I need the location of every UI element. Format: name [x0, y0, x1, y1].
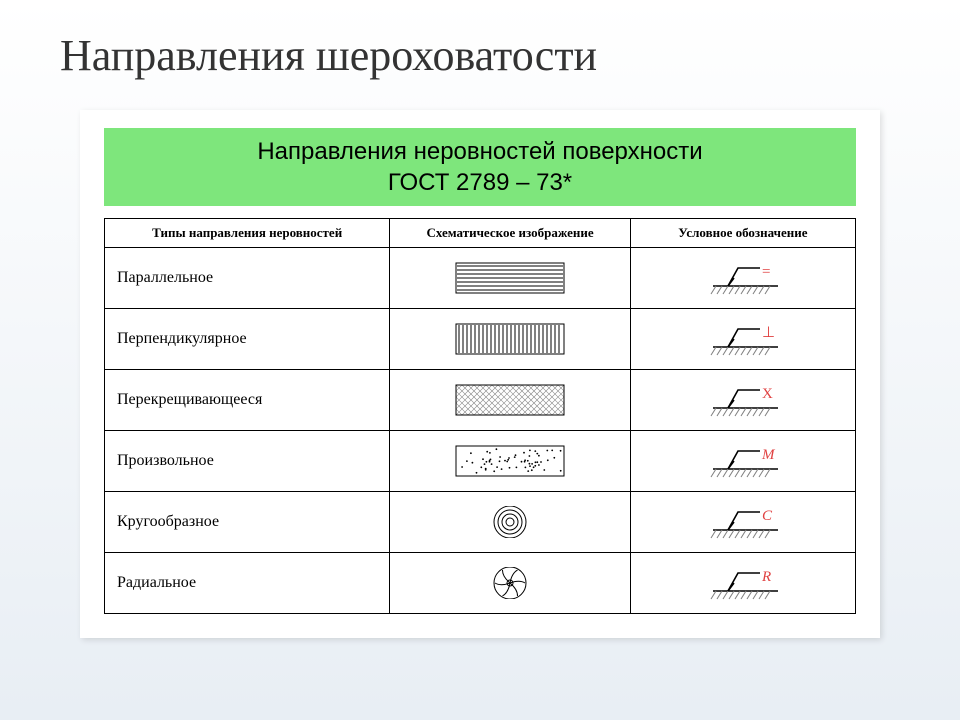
row-symbol: M: [630, 431, 855, 492]
col-header-2: Условное обозначение: [630, 219, 855, 248]
svg-text:X: X: [762, 386, 773, 402]
roughness-table: Типы направления неровностей Схематическ…: [104, 218, 856, 614]
row-label: Перекрещивающееся: [105, 370, 390, 431]
table-row: Кругообразное С: [105, 492, 856, 553]
table-row: Произвольное M: [105, 431, 856, 492]
table-row: Радиальное R: [105, 553, 856, 614]
row-symbol: X: [630, 370, 855, 431]
col-header-0: Типы направления неровностей: [105, 219, 390, 248]
row-schematic: [390, 370, 630, 431]
svg-text:R: R: [761, 569, 771, 585]
table-header-row: Типы направления неровностей Схематическ…: [105, 219, 856, 248]
row-label: Радиальное: [105, 553, 390, 614]
row-schematic: [390, 431, 630, 492]
table-row: Перекрещивающееся X: [105, 370, 856, 431]
svg-text:⊥: ⊥: [762, 325, 775, 341]
svg-text:С: С: [762, 508, 773, 524]
row-schematic: [390, 492, 630, 553]
slide-title: Направления шероховатости: [0, 0, 960, 81]
green-header-line1: Направления неровностей поверхности: [257, 138, 702, 165]
row-schematic: [390, 309, 630, 370]
row-schematic: [390, 248, 630, 309]
inner-panel: Направления неровностей поверхности ГОСТ…: [80, 110, 880, 638]
row-schematic: [390, 553, 630, 614]
row-label: Параллельное: [105, 248, 390, 309]
table-row: Перпендикулярное ⊥: [105, 309, 856, 370]
green-header-line2: ГОСТ 2789 – 73*: [388, 169, 572, 196]
col-header-1: Схематическое изображение: [390, 219, 630, 248]
row-symbol: =: [630, 248, 855, 309]
row-symbol: С: [630, 492, 855, 553]
svg-text:=: =: [762, 264, 770, 280]
row-symbol: R: [630, 553, 855, 614]
row-label: Кругообразное: [105, 492, 390, 553]
green-header: Направления неровностей поверхности ГОСТ…: [104, 128, 856, 206]
table-row: Параллельное =: [105, 248, 856, 309]
row-label: Перпендикулярное: [105, 309, 390, 370]
row-symbol: ⊥: [630, 309, 855, 370]
svg-text:M: M: [761, 447, 776, 463]
row-label: Произвольное: [105, 431, 390, 492]
